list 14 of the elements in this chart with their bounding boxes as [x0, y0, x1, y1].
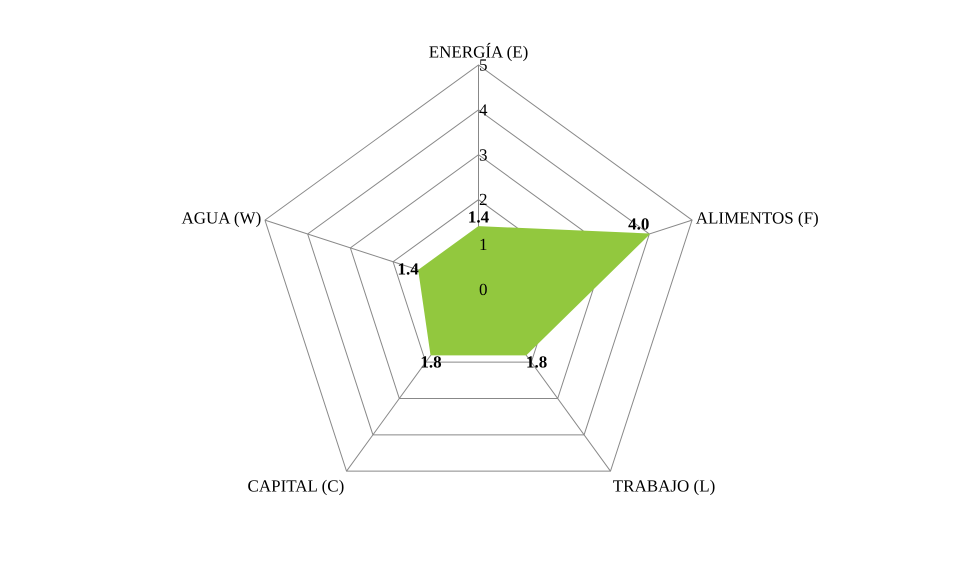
- data-label: 1.8: [420, 352, 442, 372]
- y-tick-label: 0: [479, 280, 488, 300]
- spoke-label: TRABAJO (L): [612, 476, 716, 496]
- spoke-label: AGUA (W): [181, 208, 262, 228]
- data-label: 4.0: [628, 214, 650, 234]
- data-label: 1.4: [468, 207, 490, 226]
- y-tick-label: 2: [479, 190, 488, 210]
- y-tick-label: 3: [479, 145, 488, 164]
- data-label: 1.4: [397, 259, 420, 278]
- y-tick-label: 4: [479, 100, 488, 120]
- spoke-label: ALIMENTOS (F): [696, 208, 819, 228]
- data-label: 1.8: [526, 352, 548, 372]
- spoke-label: CAPITAL (C): [248, 476, 344, 496]
- y-tick-label: 1: [479, 235, 488, 254]
